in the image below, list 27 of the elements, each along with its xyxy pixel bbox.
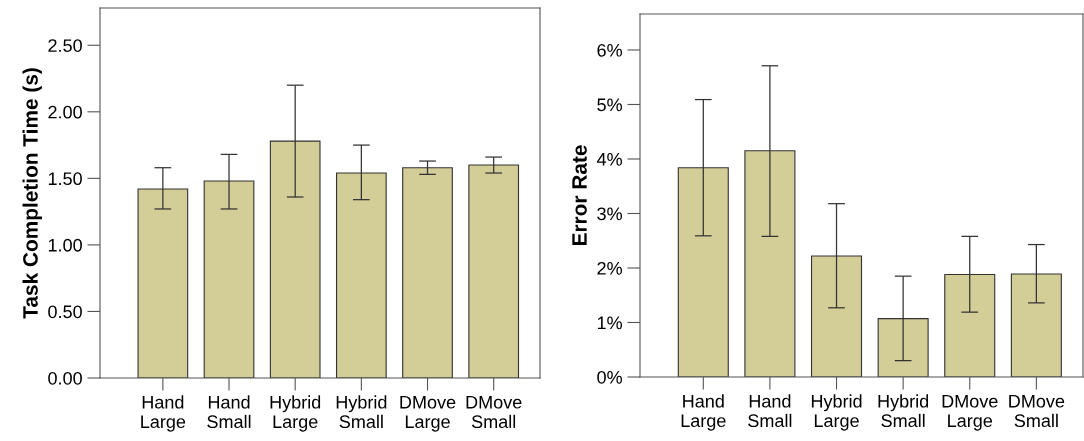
x-tick-label: DMove Large	[942, 395, 998, 431]
y-tick-label: 0.50	[48, 305, 82, 319]
y-tick-label: 2.50	[48, 39, 82, 52]
x-tick-label: DMove Large	[400, 396, 456, 432]
y-tick-label: 2%	[597, 261, 622, 275]
x-tick-label: Hand Large	[681, 394, 726, 431]
y-tick-label: 1%	[597, 316, 622, 330]
y-tick-label: 0.00	[48, 371, 82, 385]
y-tick-label: 2.00	[48, 105, 82, 119]
y-tick-label: 6%	[597, 43, 622, 57]
y-tick-label: 0%	[597, 370, 622, 384]
y-tick-label: 4%	[596, 153, 622, 166]
y-tick-label: 1.50	[48, 172, 82, 186]
y-axis-title: Task Completion Time (s)	[22, 68, 42, 319]
x-tick-label: Hand Small	[748, 394, 792, 428]
x-tick-label: Hybrid Small	[336, 395, 387, 429]
y-tick-label: 3%	[597, 207, 622, 221]
x-tick-label: Hand Large	[141, 395, 186, 432]
x-tick-label: DMove Small	[466, 396, 522, 429]
x-tick-label: DMove Small	[1009, 395, 1065, 428]
x-tick-label: Hybrid Large	[811, 394, 862, 431]
y-tick-label: 5%	[597, 98, 622, 112]
x-tick-label: Hybrid Small	[878, 394, 929, 428]
x-tick-label: Hybrid Large	[270, 395, 321, 432]
y-axis-title: Error Rate	[572, 145, 587, 246]
x-tick-label: Hand Small	[207, 395, 251, 429]
y-tick-label: 1.00	[48, 238, 82, 252]
